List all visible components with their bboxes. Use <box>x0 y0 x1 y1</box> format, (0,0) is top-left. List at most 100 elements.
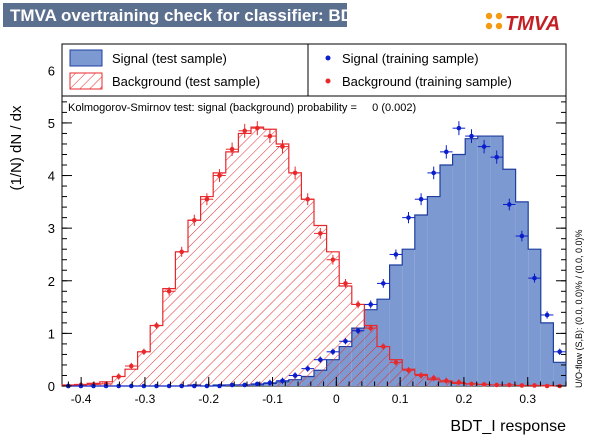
x-tick-label: 0 <box>333 392 340 406</box>
legend-signal-test-label: Signal (test sample) <box>112 51 227 66</box>
legend-background-test-label: Background (test sample) <box>112 74 260 89</box>
background-test-bar <box>389 359 403 386</box>
y-tick-label: 5 <box>48 116 55 131</box>
signal-train-point <box>242 382 247 388</box>
background-test-bar <box>238 133 251 386</box>
y-tick-label: 4 <box>48 169 55 184</box>
background-train-point <box>532 383 537 388</box>
signal-test-bar <box>427 196 440 386</box>
signal-test-bar <box>452 154 466 386</box>
legend-background-train-label: Background (training sample) <box>342 74 512 89</box>
signal-train-point <box>116 383 121 389</box>
y-tick-label: 2 <box>48 274 55 289</box>
signal-train-point <box>469 133 474 139</box>
signal-test-bar <box>477 136 491 386</box>
signal-train-point <box>318 357 323 362</box>
background-train-point <box>381 344 386 349</box>
background-test-bar <box>402 369 415 386</box>
background-test-bar <box>276 143 289 386</box>
background-test-bar <box>263 129 277 386</box>
background-train-point <box>116 374 121 379</box>
signal-train-point <box>431 170 437 176</box>
signal-train-point <box>305 366 311 371</box>
background-train-point <box>418 373 424 378</box>
background-test-bar <box>112 376 125 386</box>
legend-train-box <box>307 43 567 97</box>
background-test-bar <box>351 304 365 386</box>
background-test-bar <box>213 172 226 386</box>
signal-test-bar <box>402 249 415 386</box>
background-test-bar <box>188 220 201 386</box>
background-train-point <box>192 217 197 223</box>
signal-train-point <box>481 144 487 149</box>
legend-background-test-swatch <box>69 72 103 90</box>
ks-annotation: Kolmogorov-Smirnov test: signal (backgro… <box>68 102 416 114</box>
signal-train-point <box>280 378 285 384</box>
background-train-point <box>229 146 235 152</box>
background-test-bar <box>288 172 302 386</box>
signal-train-point <box>343 338 348 344</box>
signal-train-point <box>418 196 424 202</box>
background-test-bar <box>175 251 188 386</box>
signal-train-point <box>494 154 500 160</box>
title-bar <box>3 3 347 27</box>
background-train-point <box>469 381 474 387</box>
background-train-point <box>179 249 184 255</box>
signal-test-bar <box>540 322 554 386</box>
background-train-point <box>406 367 411 373</box>
background-train-point <box>204 196 210 202</box>
signal-train-point <box>129 383 134 389</box>
signal-train-point <box>330 349 336 355</box>
signal-train-point <box>292 373 298 378</box>
x-tick-label: 0.1 <box>392 392 409 406</box>
background-test-bar <box>326 251 340 386</box>
background-test-bar <box>137 351 151 386</box>
background-train-point <box>343 281 348 286</box>
background-test-bar <box>162 288 176 386</box>
background-test-bar <box>364 325 377 386</box>
legend-signal-test: Signal (test sample) <box>69 49 227 67</box>
y-tick-label: 1 <box>48 326 55 341</box>
signal-test-bar <box>414 215 428 386</box>
background-test-bar <box>414 374 428 386</box>
background-train-point <box>129 363 134 369</box>
background-test-bar <box>150 325 163 386</box>
background-train-point <box>166 288 172 294</box>
background-train-point <box>292 170 298 176</box>
x-tick-label: -0.4 <box>71 392 92 406</box>
x-axis-label: BDT_I response <box>450 418 566 435</box>
signal-test-bar <box>553 362 566 386</box>
background-train-point <box>368 325 374 331</box>
background-train-point <box>318 231 323 236</box>
signal-test-bar <box>515 201 529 386</box>
x-tick-label: 0.3 <box>519 392 536 406</box>
signal-train-point <box>141 383 147 389</box>
y-tick-label: 0 <box>48 379 55 394</box>
background-train-point <box>494 382 500 388</box>
background-test-bar <box>225 151 239 386</box>
background-train-point <box>217 173 222 178</box>
signal-train-point <box>519 233 525 239</box>
signal-train-point <box>355 328 361 334</box>
tmva-logo: TMVA <box>485 12 560 35</box>
signal-train-point <box>557 349 562 355</box>
signal-train-point <box>103 383 109 389</box>
background-train-point <box>544 383 550 389</box>
legend-background-train: Background (training sample) <box>325 74 512 89</box>
background-test-bar <box>251 127 264 386</box>
background-train-point <box>431 375 437 381</box>
background-train-point <box>330 257 336 263</box>
signal-test-bar <box>389 264 403 386</box>
signal-test-bar <box>440 165 453 386</box>
legend-signal-train: Signal (training sample) <box>325 51 479 66</box>
legend-background-test: Background (test sample) <box>69 72 260 90</box>
signal-train-point <box>532 275 537 281</box>
background-train-point <box>242 128 247 134</box>
signal-train-point <box>381 281 386 286</box>
signal-train-point <box>204 383 210 389</box>
signal-train-point <box>507 202 512 207</box>
background-train-point <box>254 125 260 131</box>
y-tick-label: 6 <box>48 63 55 78</box>
background-test-bar <box>125 369 138 386</box>
